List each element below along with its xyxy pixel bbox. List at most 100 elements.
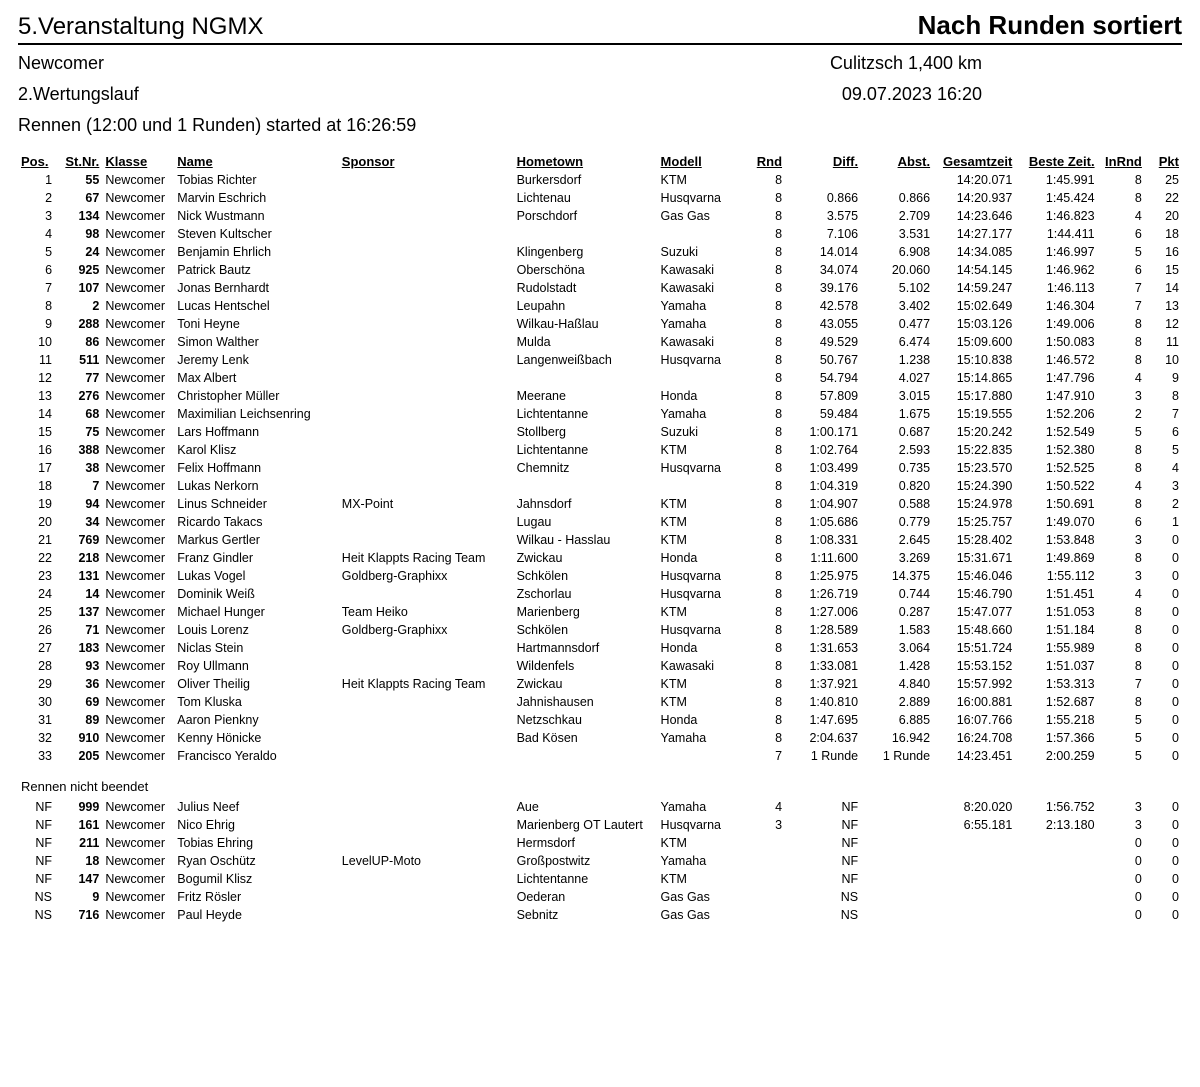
cell-rnd: 8: [740, 423, 785, 441]
cell-gesamt: 15:22.835: [933, 441, 1015, 459]
cell-rnd: 8: [740, 729, 785, 747]
cell-diff: 1:27.006: [785, 603, 861, 621]
cell-klasse: Newcomer: [102, 315, 174, 333]
cell-rnd: 7: [740, 747, 785, 765]
cell-hometown: Rudolstadt: [514, 279, 658, 297]
cell-diff: 1:00.171: [785, 423, 861, 441]
cell-name: Roy Ullmann: [174, 657, 339, 675]
cell-pos: NS: [18, 888, 55, 906]
cell-hometown: Lugau: [514, 513, 658, 531]
cell-hometown: Schkölen: [514, 567, 658, 585]
cell-pkt: 0: [1145, 852, 1182, 870]
cell-pos: NF: [18, 870, 55, 888]
cell-gesamt: 14:20.071: [933, 171, 1015, 189]
table-row: 23131NewcomerLukas VogelGoldberg-Graphix…: [18, 567, 1182, 585]
cell-rnd: [740, 834, 785, 852]
table-row: NF18NewcomerRyan OschützLevelUP-MotoGroß…: [18, 852, 1182, 870]
sort-title: Nach Runden sortiert: [918, 10, 1182, 41]
col-klasse: Klasse: [102, 152, 174, 171]
cell-pkt: 0: [1145, 729, 1182, 747]
cell-hometown: Jahnsdorf: [514, 495, 658, 513]
cell-pos: 20: [18, 513, 55, 531]
cell-rnd: 8: [740, 297, 785, 315]
cell-beste: 1:46.304: [1015, 297, 1097, 315]
cell-beste: [1015, 906, 1097, 924]
cell-klasse: Newcomer: [102, 729, 174, 747]
cell-klasse: Newcomer: [102, 459, 174, 477]
cell-beste: 1:46.572: [1015, 351, 1097, 369]
cell-name: Toni Heyne: [174, 315, 339, 333]
table-row: 2414NewcomerDominik WeißZschorlauHusqvar…: [18, 585, 1182, 603]
cell-klasse: Newcomer: [102, 387, 174, 405]
cell-gesamt: 15:02.649: [933, 297, 1015, 315]
cell-gesamt: 14:54.145: [933, 261, 1015, 279]
cell-pos: 1: [18, 171, 55, 189]
table-row: 267NewcomerMarvin EschrichLichtenauHusqv…: [18, 189, 1182, 207]
cell-stnr: 205: [55, 747, 102, 765]
cell-name: Jeremy Lenk: [174, 351, 339, 369]
cell-diff: 14.014: [785, 243, 861, 261]
cell-sponsor: LevelUP-Moto: [339, 852, 514, 870]
table-row: 6925NewcomerPatrick BautzOberschönaKawas…: [18, 261, 1182, 279]
cell-modell: Honda: [658, 549, 740, 567]
cell-diff: 1:33.081: [785, 657, 861, 675]
cell-hometown: Netzschkau: [514, 711, 658, 729]
col-inrnd: InRnd: [1098, 152, 1145, 171]
cell-name: Lars Hoffmann: [174, 423, 339, 441]
cell-sponsor: Goldberg-Graphixx: [339, 621, 514, 639]
cell-sponsor: Heit Klappts Racing Team: [339, 675, 514, 693]
cell-klasse: Newcomer: [102, 279, 174, 297]
cell-beste: 2:00.259: [1015, 747, 1097, 765]
cell-stnr: 18: [55, 852, 102, 870]
cell-klasse: Newcomer: [102, 261, 174, 279]
cell-sponsor: [339, 747, 514, 765]
col-name: Name: [174, 152, 339, 171]
cell-beste: 2:13.180: [1015, 816, 1097, 834]
cell-sponsor: [339, 477, 514, 495]
cell-sponsor: [339, 729, 514, 747]
cell-beste: 1:44.411: [1015, 225, 1097, 243]
cell-pkt: 22: [1145, 189, 1182, 207]
cell-beste: 1:51.184: [1015, 621, 1097, 639]
cell-inrnd: 3: [1098, 567, 1145, 585]
cell-diff: 1:04.907: [785, 495, 861, 513]
cell-diff: 1:31.653: [785, 639, 861, 657]
cell-abst: 0.866: [861, 189, 933, 207]
cell-beste: 1:53.848: [1015, 531, 1097, 549]
cell-klasse: Newcomer: [102, 531, 174, 549]
cell-abst: 4.840: [861, 675, 933, 693]
cell-hometown: Lichtentanne: [514, 870, 658, 888]
cell-hometown: Langenweißbach: [514, 351, 658, 369]
cell-stnr: 716: [55, 906, 102, 924]
cell-name: Lukas Nerkorn: [174, 477, 339, 495]
cell-inrnd: 3: [1098, 798, 1145, 816]
table-row: 2034NewcomerRicardo TakacsLugauKTM81:05.…: [18, 513, 1182, 531]
cell-klasse: Newcomer: [102, 513, 174, 531]
cell-sponsor: Goldberg-Graphixx: [339, 567, 514, 585]
cell-diff: 1:03.499: [785, 459, 861, 477]
cell-gesamt: [933, 888, 1015, 906]
cell-abst: 3.064: [861, 639, 933, 657]
cell-name: Tom Kluska: [174, 693, 339, 711]
cell-pos: 32: [18, 729, 55, 747]
cell-gesamt: 15:09.600: [933, 333, 1015, 351]
cell-gesamt: 14:34.085: [933, 243, 1015, 261]
cell-sponsor: [339, 315, 514, 333]
cell-sponsor: [339, 834, 514, 852]
cell-pkt: 14: [1145, 279, 1182, 297]
table-row: 16388NewcomerKarol KliszLichtentanneKTM8…: [18, 441, 1182, 459]
cell-stnr: 94: [55, 495, 102, 513]
cell-hometown: Schkölen: [514, 621, 658, 639]
cell-inrnd: 6: [1098, 513, 1145, 531]
col-diff: Diff.: [785, 152, 861, 171]
cell-gesamt: 14:27.177: [933, 225, 1015, 243]
cell-diff: 1:02.764: [785, 441, 861, 459]
cell-hometown: Marienberg OT Lautert: [514, 816, 658, 834]
table-row: 1277NewcomerMax Albert854.7944.02715:14.…: [18, 369, 1182, 387]
cell-stnr: 24: [55, 243, 102, 261]
cell-hometown: [514, 225, 658, 243]
cell-pos: 28: [18, 657, 55, 675]
table-row: 25137NewcomerMichael HungerTeam HeikoMar…: [18, 603, 1182, 621]
cell-gesamt: 14:20.937: [933, 189, 1015, 207]
cell-pkt: 0: [1145, 585, 1182, 603]
